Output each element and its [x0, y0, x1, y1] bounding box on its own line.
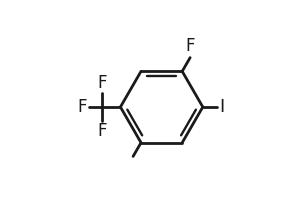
Text: F: F [98, 122, 107, 140]
Text: F: F [185, 37, 195, 55]
Text: I: I [219, 98, 224, 116]
Text: F: F [98, 74, 107, 92]
Text: F: F [77, 98, 87, 116]
